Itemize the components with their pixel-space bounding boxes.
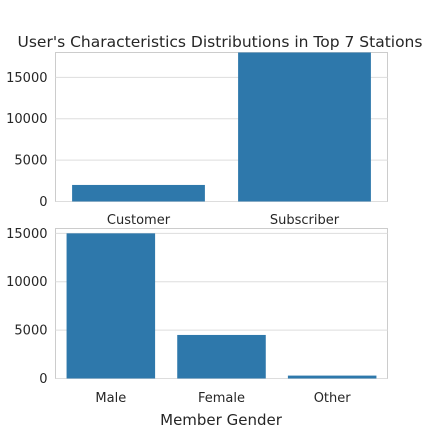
y-tick-label: 5000 [14,324,47,339]
y-tick-labels: 0 5000 10000 15000 [6,227,47,387]
y-tick-label: 15000 [6,227,47,242]
bar-female [177,335,266,379]
x-tick-label: Customer [107,213,171,228]
y-tick-labels: 0 5000 10000 15000 [6,71,47,210]
x-tick-labels: Male Female Other [95,391,351,406]
x-tick-label: Subscriber [270,213,340,228]
bars [72,53,371,202]
y-tick-label: 0 [39,372,47,387]
user-type-panel: 0 5000 10000 15000 Customer Subscriber [6,53,387,229]
bar-customer [72,185,205,202]
x-tick-label: Other [314,391,352,406]
y-tick-label: 15000 [6,71,47,86]
bar-male [67,233,156,378]
bars [67,233,377,378]
chart-title: User's Characteristics Distributions in … [18,33,423,51]
bar-other [288,376,377,379]
x-tick-label: Male [95,391,126,406]
y-tick-label: 5000 [14,154,47,169]
x-axis-label: Member Gender [160,411,283,429]
member-gender-panel: 0 5000 10000 15000 Male Female Other Member G… [6,227,387,429]
x-tick-labels: Customer Subscriber [107,213,340,228]
bar-subscriber [238,53,371,202]
y-tick-label: 10000 [6,275,47,290]
y-tick-label: 0 [39,195,47,210]
x-tick-label: Female [198,391,245,406]
y-tick-label: 10000 [6,112,47,127]
